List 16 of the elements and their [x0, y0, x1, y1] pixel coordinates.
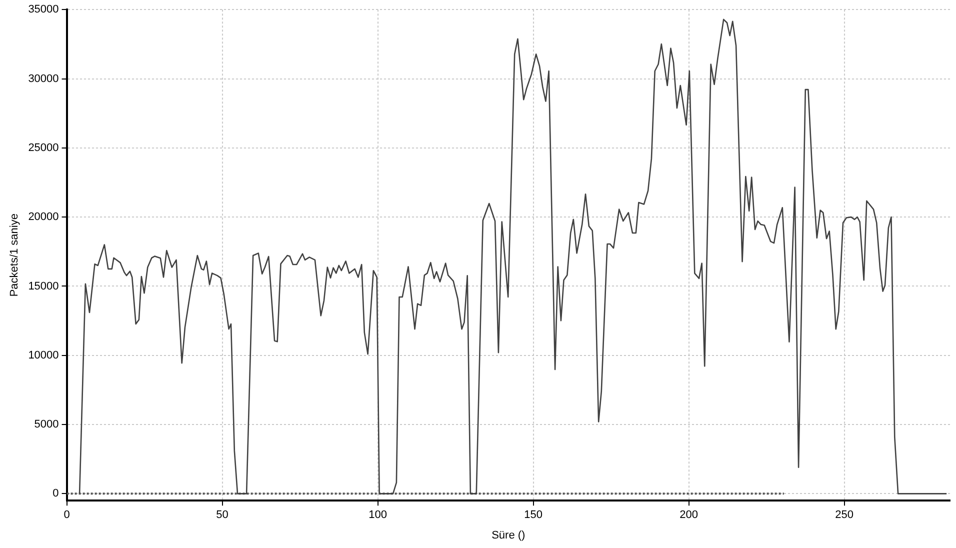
y-tick-label: 35000	[28, 4, 59, 16]
x-axis-title: Süre ()	[492, 529, 526, 542]
x-tick-label: 250	[835, 509, 854, 522]
y-axis-title: Packets/1 saniye	[8, 214, 21, 297]
x-tick-label: 100	[368, 509, 387, 522]
x-tick-label: 200	[680, 509, 698, 522]
y-tick-label: 5000	[34, 418, 59, 431]
y-tick-label: 20000	[28, 211, 59, 224]
x-tick-label: 50	[216, 509, 228, 522]
y-tick-label: 15000	[28, 280, 59, 292]
y-tick-label: 30000	[28, 72, 59, 85]
y-tick-label: 0	[52, 488, 59, 500]
x-tick-label: 0	[64, 509, 70, 522]
x-tick-label: 150	[524, 509, 542, 522]
y-tick-label: 25000	[28, 142, 59, 154]
y-tick-label: 10000	[28, 349, 59, 362]
